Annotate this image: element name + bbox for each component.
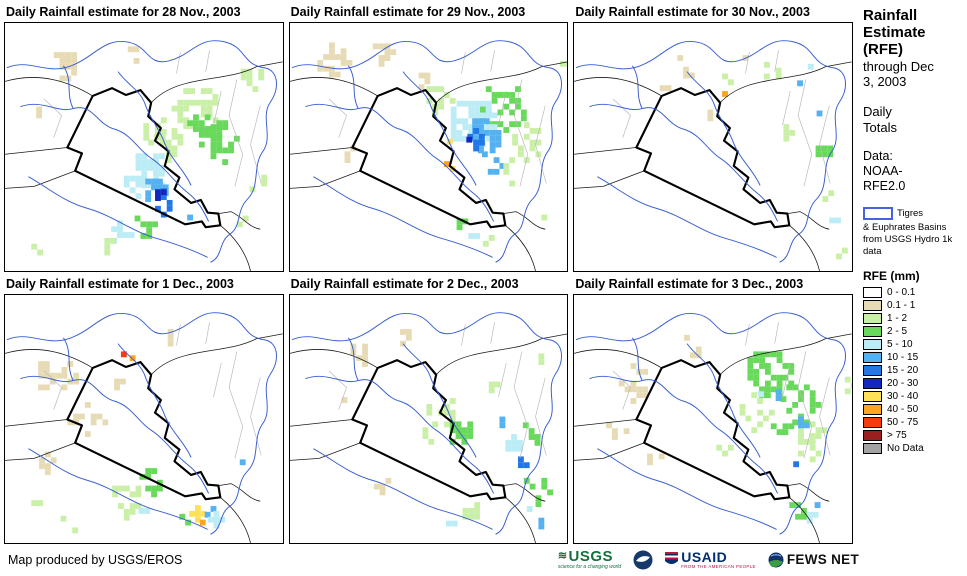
logo-strip: ≋ USGS science for a changing world USAI… xyxy=(558,549,859,570)
usaid-shield-icon xyxy=(665,552,679,564)
legend-label: > 75 xyxy=(887,430,907,442)
legend-item: 2 - 5 xyxy=(863,326,965,338)
basemap-lines xyxy=(574,39,852,271)
panel-title: Daily Rainfall estimate for 2 Dec., 2003 xyxy=(290,277,519,291)
legend-label: 0.1 - 1 xyxy=(887,300,916,312)
map-panel-3dec: Daily Rainfall estimate for 3 Dec., 2003 xyxy=(571,274,856,546)
usgs-tagline: science for a changing world xyxy=(557,564,622,570)
legend-label: 10 - 15 xyxy=(887,352,919,364)
legend-color-swatch xyxy=(863,378,882,390)
map-panel-30nov: Daily Rainfall estimate for 30 Nov., 200… xyxy=(571,2,856,274)
rainfall-map xyxy=(573,294,853,544)
panel-title: Daily Rainfall estimate for 29 Nov., 200… xyxy=(290,5,526,19)
rainfall-map xyxy=(288,294,569,544)
basin-label-1: Tigres xyxy=(897,208,924,220)
fewsnet-globe-icon xyxy=(768,552,784,567)
usgs-wave-icon: ≋ xyxy=(557,550,568,562)
maps-grid: Daily Rainfall estimate for 28 Nov., 200… xyxy=(2,2,856,546)
usaid-logo: USAID FROM THE AMERICAN PEOPLE xyxy=(665,550,756,570)
legend-color-swatch xyxy=(863,430,882,442)
map-canvas xyxy=(574,311,852,543)
usaid-tagline: FROM THE AMERICAN PEOPLE xyxy=(681,563,756,569)
map-panel-1dec: Daily Rainfall estimate for 1 Dec., 2003 xyxy=(2,274,287,546)
panel-title: Daily Rainfall estimate for 3 Dec., 2003 xyxy=(575,277,804,291)
rainfall-pixels xyxy=(31,46,268,256)
rfe-legend-title: RFE (mm) xyxy=(863,269,920,284)
basemap-lines xyxy=(574,311,852,543)
legend-color-swatch xyxy=(863,417,882,429)
content: Daily Rainfall estimate for 28 Nov., 200… xyxy=(2,0,967,546)
legend-color-swatch xyxy=(863,326,882,338)
credit-text: Map produced by USGS/EROS xyxy=(8,552,183,567)
legend-label: 5 - 10 xyxy=(887,339,913,351)
panel-title: Daily Rainfall estimate for 28 Nov., 200… xyxy=(6,5,241,19)
map-canvas xyxy=(5,311,283,543)
panel-title: Daily Rainfall estimate for 1 Dec., 2003 xyxy=(6,277,234,291)
legend-color-swatch xyxy=(863,404,882,416)
data-source: NOAA-RFE2.0 xyxy=(863,164,906,194)
basin-legend: Tigres & Euphrates Basins from USGS Hydr… xyxy=(863,207,965,258)
panel-title: Daily Rainfall estimate for 30 Nov., 200… xyxy=(575,5,810,19)
legend-color-swatch xyxy=(863,352,882,364)
map-canvas xyxy=(289,39,568,271)
legend-item: 50 - 75 xyxy=(863,417,965,429)
legend-color-swatch xyxy=(863,443,882,455)
totals-label: Daily Totals xyxy=(863,104,897,135)
legend-item: No Data xyxy=(863,443,965,455)
fewsnet-logo: FEWS NET xyxy=(768,552,859,568)
map-canvas xyxy=(289,311,568,543)
map-panel-2dec: Daily Rainfall estimate for 2 Dec., 2003 xyxy=(287,274,572,546)
legend-color-swatch xyxy=(863,313,882,325)
legend-label: 2 - 5 xyxy=(887,326,908,338)
legend-item: 1 - 2 xyxy=(863,313,965,325)
legend-item: > 75 xyxy=(863,430,965,442)
legend-item: 20 - 30 xyxy=(863,378,965,390)
sidebar: Rainfall Estimate (RFE) through Dec 3, 2… xyxy=(856,0,967,546)
legend-color-swatch xyxy=(863,339,882,351)
map-panel-28nov: Daily Rainfall estimate for 28 Nov., 200… xyxy=(2,2,287,274)
rainfall-map xyxy=(288,22,569,272)
legend-item: 40 - 50 xyxy=(863,404,965,416)
legend-label: 30 - 40 xyxy=(887,391,919,403)
rainfall-pixels xyxy=(606,334,852,524)
basin-label-2: & Euphrates Basins from USGS Hydro 1k da… xyxy=(863,222,953,258)
legend-color-swatch xyxy=(863,365,882,377)
rainfall-pixels xyxy=(31,329,246,534)
legend-item: 0 - 0.1 xyxy=(863,287,965,299)
map-canvas xyxy=(574,39,852,271)
legend-label: 1 - 2 xyxy=(887,313,908,325)
legend-item: 10 - 15 xyxy=(863,352,965,364)
rainfall-map xyxy=(4,294,284,544)
legend-label: 0 - 0.1 xyxy=(887,287,916,299)
data-label: Data: xyxy=(863,149,893,164)
noaa-logo xyxy=(633,550,653,569)
legend-item: 15 - 20 xyxy=(863,365,965,377)
usgs-logo: ≋ USGS science for a changing world xyxy=(558,549,621,570)
legend-label: 20 - 30 xyxy=(887,378,919,390)
legend-label: No Data xyxy=(887,443,924,455)
fewsnet-text: FEWS NET xyxy=(786,552,859,567)
legend-color-swatch xyxy=(863,287,882,299)
legend-item: 5 - 10 xyxy=(863,339,965,351)
rainfall-pixels xyxy=(660,55,849,260)
sidebar-through-date: through Dec 3, 2003 xyxy=(863,59,934,90)
rainfall-map xyxy=(573,22,853,272)
map-canvas xyxy=(5,39,283,271)
usaid-text: USAID xyxy=(681,548,728,565)
legend-color-swatch xyxy=(863,391,882,403)
legend-label: 15 - 20 xyxy=(887,365,919,377)
sidebar-title: Rainfall Estimate (RFE) xyxy=(863,7,926,58)
legend-label: 50 - 75 xyxy=(887,417,919,429)
rainfall-map xyxy=(4,22,284,272)
legend-color-swatch xyxy=(863,300,882,312)
basin-swatch xyxy=(863,207,893,221)
map-panel-29nov: Daily Rainfall estimate for 29 Nov., 200… xyxy=(287,2,572,274)
usgs-text: USGS xyxy=(568,548,614,565)
footer: Map produced by USGS/EROS ≋ USGS science… xyxy=(0,546,967,576)
legend-item: 0.1 - 1 xyxy=(863,300,965,312)
legend-item: 30 - 40 xyxy=(863,391,965,403)
legend-label: 40 - 50 xyxy=(887,404,919,416)
